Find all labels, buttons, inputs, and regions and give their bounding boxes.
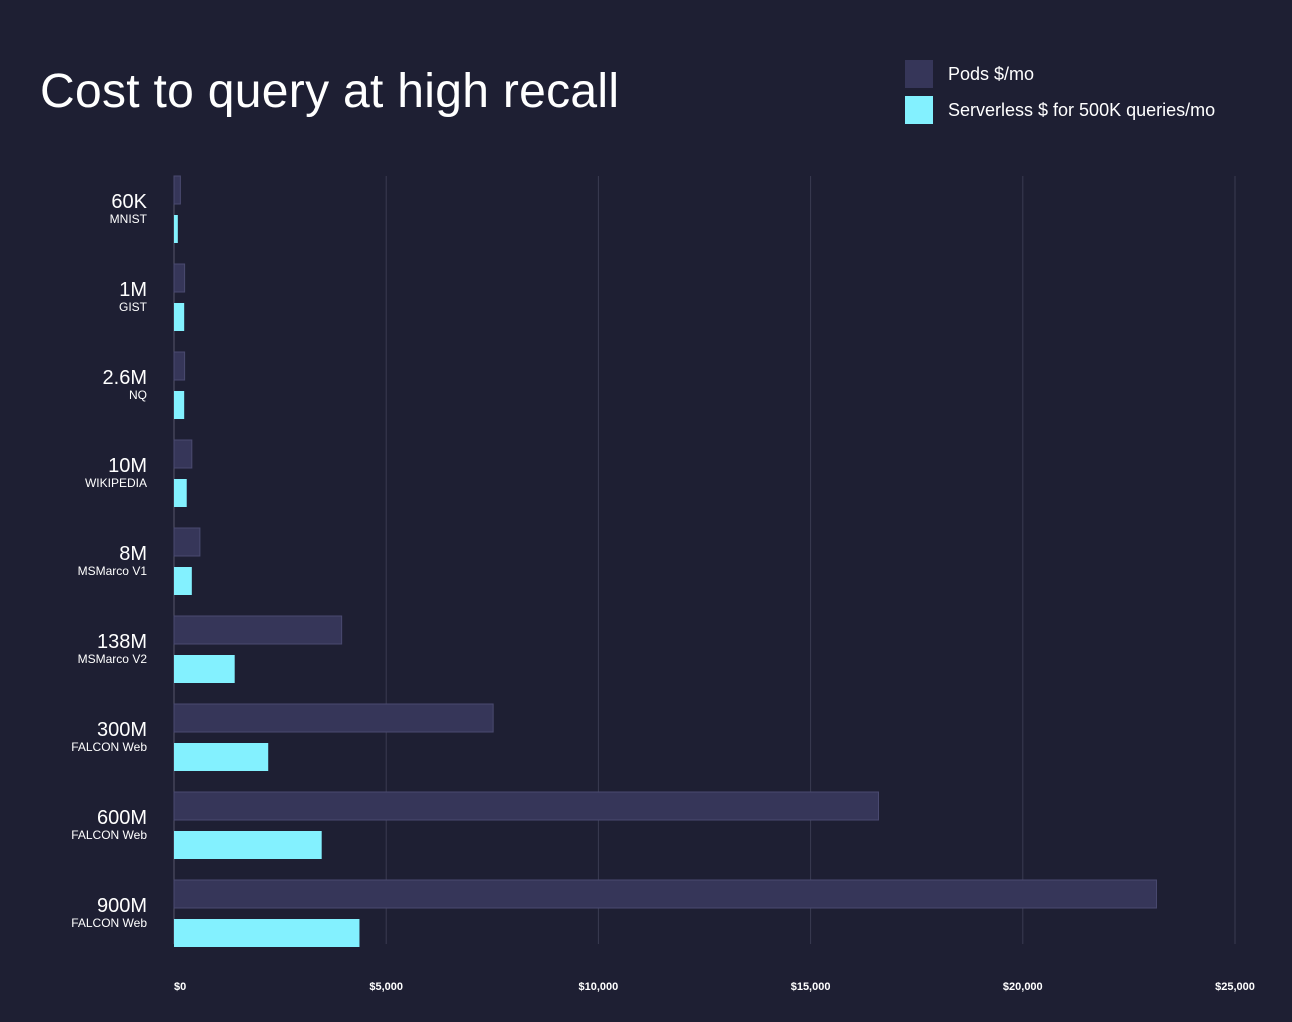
chart-legend: Pods $/mo Serverless $ for 500K queries/… [905,60,1215,132]
bar-serverless-8 [174,919,360,947]
legend-item-pods: Pods $/mo [905,60,1215,88]
legend-label-pods: Pods $/mo [948,63,1035,84]
bar-serverless-4 [174,567,192,595]
bar-serverless-2 [174,391,185,419]
category-size-label-2: 2.6M [103,367,147,389]
bar-pods-4 [173,527,201,557]
bar-serverless-3 [174,479,187,507]
x-tick-label-4: $20,000 [1003,981,1043,993]
category-dataset-label-0: MNIST [110,212,148,226]
bar-serverless-6 [174,743,269,771]
bar-pods-6 [173,703,494,733]
grid-lines [173,176,1236,944]
x-axis-ticks: $0 $5,000 $10,000 $15,000 $20,000 $25,000 [174,981,1255,993]
bar-pods-1 [173,263,186,293]
bar-pods-2 [173,351,186,381]
bar-serverless-0 [174,215,178,243]
category-size-label-4: 8M [119,543,147,565]
x-tick-label-3: $15,000 [791,981,831,993]
category-size-label-6: 300M [97,719,147,741]
category-size-label-1: 1M [119,279,147,301]
bar-serverless-5 [174,655,235,683]
x-tick-label-1: $5,000 [369,981,403,993]
legend-label-serverless: Serverless $ for 500K queries/mo [948,99,1216,120]
x-tick-label-2: $10,000 [579,981,619,993]
category-dataset-label-2: NQ [129,388,147,402]
category-dataset-label-7: FALCON Web [71,828,147,842]
category-size-label-0: 60K [111,191,147,213]
category-dataset-label-6: FALCON Web [71,740,147,754]
bar-serverless-7 [174,831,322,859]
x-tick-label-0: $0 [174,981,186,993]
bar-pods-5 [173,615,343,645]
bar-serverless-1 [174,303,185,331]
legend-item-serverless: Serverless $ for 500K queries/mo [905,96,1215,124]
category-dataset-label-1: GIST [119,300,148,314]
x-tick-label-5: $25,000 [1215,981,1255,993]
chart-title: Cost to query at high recall [40,65,620,118]
bar-pods-7 [173,791,880,821]
category-dataset-label-5: MSMarco V2 [78,652,148,666]
legend-swatch-serverless [905,96,933,124]
category-size-label-7: 600M [97,807,147,829]
category-dataset-label-8: FALCON Web [71,916,147,930]
category-size-label-3: 10M [108,455,147,477]
legend-swatch-pods [905,60,933,88]
category-size-label-8: 900M [97,895,147,917]
category-labels: 60KMNIST1MGIST2.6MNQ10MWIKIPEDIA8MMSMarc… [71,191,147,930]
bar-pods-0 [173,175,181,205]
category-size-label-5: 138M [97,631,147,653]
category-dataset-label-3: WIKIPEDIA [85,476,147,490]
bar-pods-8 [173,879,1157,909]
bar-pods-3 [173,439,193,469]
bars [173,175,1157,947]
category-dataset-label-4: MSMarco V1 [78,564,148,578]
